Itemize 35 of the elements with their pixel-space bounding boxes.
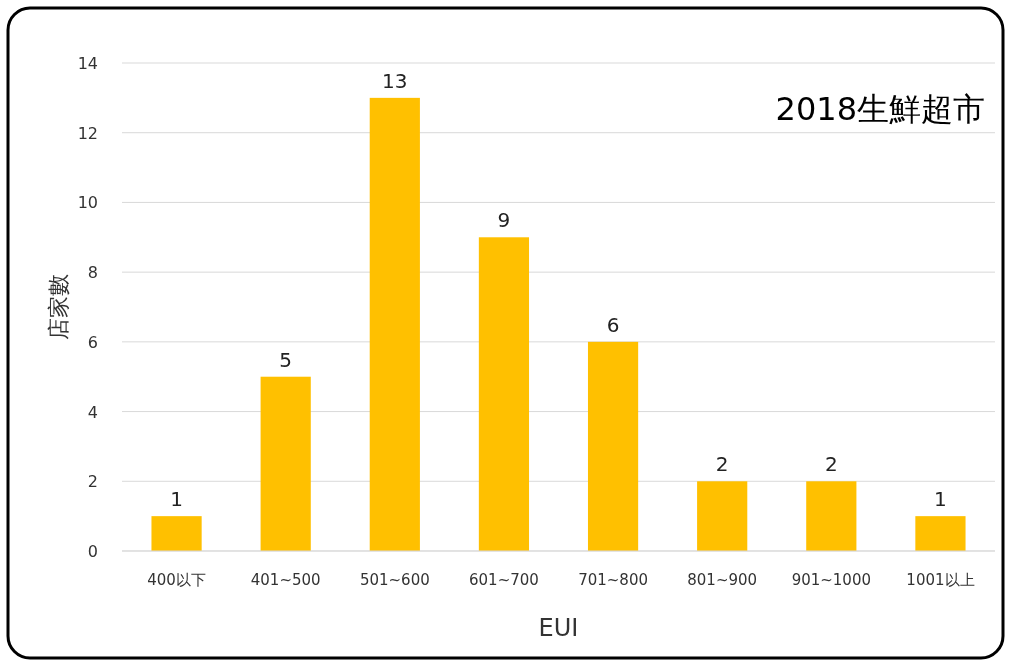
y-tick-label: 6	[87, 332, 98, 352]
y-axis-title: 店家數	[46, 274, 71, 340]
x-tick-label: 400以下	[147, 571, 206, 589]
y-tick-label: 10	[77, 193, 98, 213]
y-tick-label: 14	[77, 54, 98, 73]
data-label: 2	[824, 452, 838, 477]
y-tick-label: 12	[77, 123, 98, 143]
bar	[915, 516, 966, 551]
x-tick-label: 701~800	[578, 571, 648, 589]
bar	[260, 376, 311, 551]
y-tick-label: 8	[87, 263, 98, 283]
data-label: 6	[606, 312, 620, 337]
x-tick-label: 801~900	[687, 571, 758, 589]
x-tick-label: 401~500	[250, 571, 321, 589]
y-tick-label: 0	[87, 542, 98, 561]
bar	[151, 516, 202, 551]
y-tick-label: 4	[87, 402, 98, 422]
y-tick-label: 2	[87, 472, 98, 492]
x-tick-label: 1001以上	[906, 571, 975, 589]
bar	[587, 341, 639, 551]
x-tick-label: 601~700	[469, 571, 539, 589]
x-tick-label: 901~1000	[791, 571, 871, 589]
x-tick-label: 501~600	[359, 571, 430, 589]
bar	[478, 237, 530, 551]
bar	[806, 481, 857, 551]
text: 2018生鮮超市	[775, 90, 985, 128]
x-axis-title: EUI	[538, 614, 579, 642]
data-label: 5	[279, 347, 293, 372]
bar	[369, 97, 420, 551]
data-label: 9	[497, 208, 511, 233]
data-label: 1	[170, 487, 183, 512]
data-label: 1	[934, 487, 947, 512]
data-label: 13	[382, 68, 408, 93]
bar	[697, 481, 748, 551]
data-label: 2	[715, 452, 729, 477]
